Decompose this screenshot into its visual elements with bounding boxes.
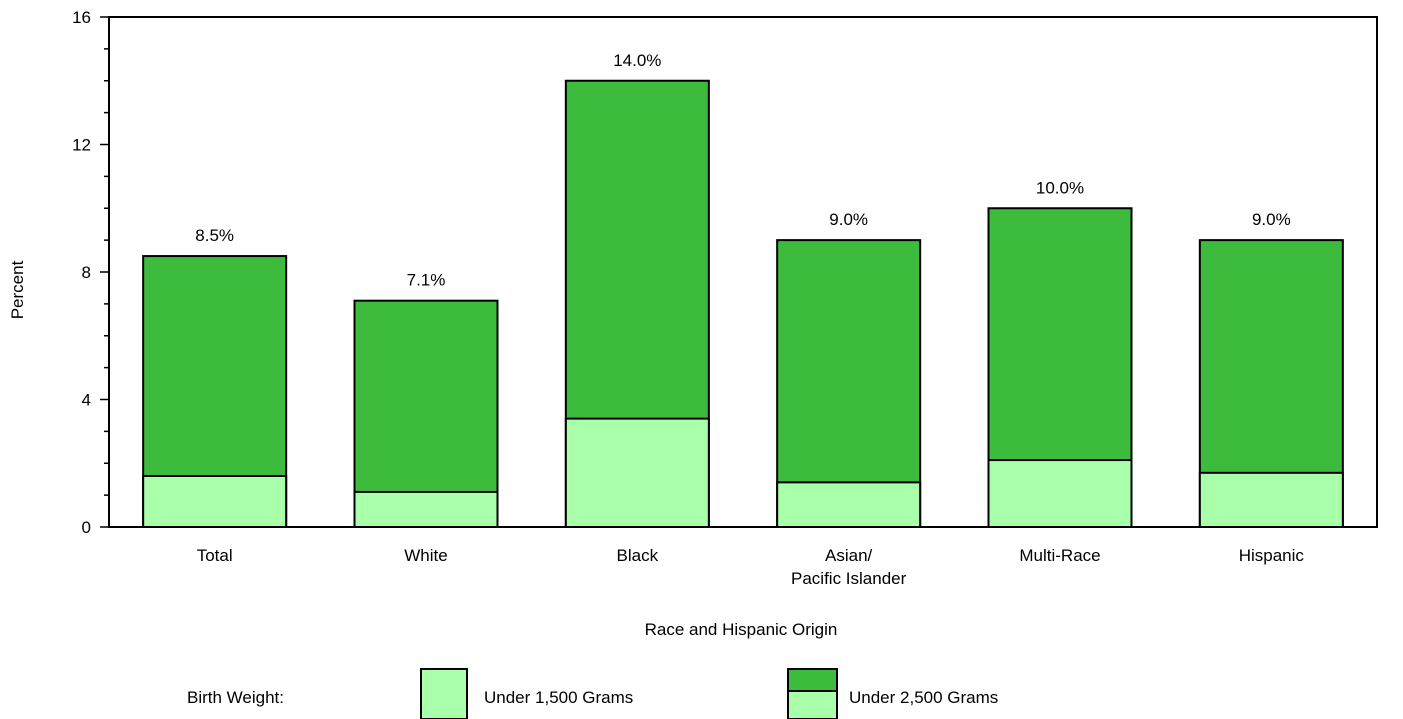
data-label: 14.0%	[613, 51, 661, 70]
y-tick-label: 12	[72, 136, 91, 155]
bar-under-2500	[776, 239, 922, 528]
bar-under-1500	[564, 417, 710, 528]
y-tick-label: 0	[82, 518, 91, 537]
legend-swatch-under-1500	[420, 668, 468, 719]
data-label: 10.0%	[1036, 178, 1084, 197]
bar-under-2500	[353, 299, 499, 528]
legend-swatch-under-2500	[787, 668, 838, 719]
bar-under-1500	[1198, 471, 1344, 528]
x-tick-label: Hispanic	[1239, 546, 1305, 565]
x-tick-label: Asian/Pacific Islander	[791, 546, 907, 588]
plot-frame	[108, 16, 1378, 528]
bar-under-1500	[987, 459, 1133, 528]
x-tick-label: White	[404, 546, 447, 565]
y-tick-label: 8	[82, 263, 91, 282]
data-label: 9.0%	[829, 210, 868, 229]
x-tick-label: Multi-Race	[1019, 546, 1100, 565]
data-label: 8.5%	[195, 226, 234, 245]
y-tick-label: 4	[82, 391, 91, 410]
bar-under-1500	[142, 475, 288, 528]
y-tick-label: 16	[72, 8, 91, 27]
data-label: 9.0%	[1252, 210, 1291, 229]
x-axis-label: Race and Hispanic Origin	[645, 620, 838, 639]
legend-label-under-1500: Under 1,500 Grams	[484, 688, 633, 707]
data-label: 7.1%	[407, 271, 446, 290]
legend-label-under-2500: Under 2,500 Grams	[849, 688, 998, 707]
bar-under-1500	[353, 490, 499, 528]
x-tick-label: Black	[617, 546, 659, 565]
legend-title: Birth Weight:	[187, 688, 284, 707]
y-axis-label: Percent	[8, 260, 27, 319]
x-tick-label: Total	[197, 546, 233, 565]
bar-under-1500	[776, 481, 922, 528]
